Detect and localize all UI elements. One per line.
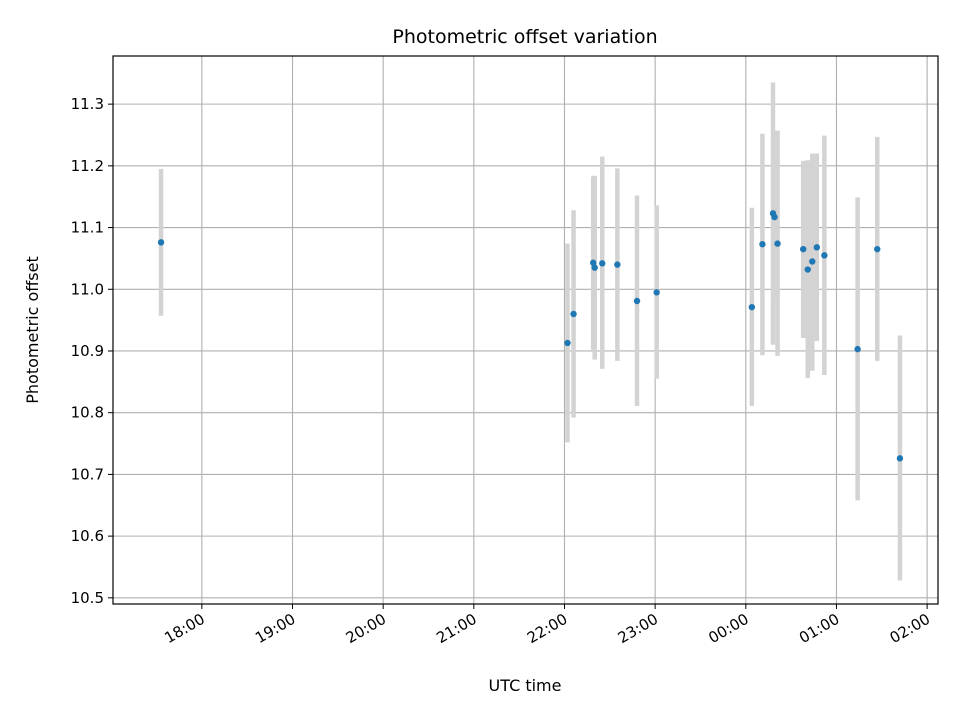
- y-tick-label: 10.9: [71, 342, 104, 360]
- y-tick-label: 10.8: [71, 404, 104, 422]
- y-tick-label: 10.6: [71, 527, 104, 545]
- data-point: [813, 244, 821, 251]
- data-point: [157, 239, 165, 246]
- data-point: [599, 260, 606, 267]
- data-points: [157, 210, 904, 462]
- data-point: [633, 297, 641, 305]
- y-ticks: 10.5 10.6 10.7 10.8 10.9 11.0 11.1 11.2 11.3: [71, 95, 113, 607]
- data-point: [821, 252, 828, 259]
- chart-title: Photometric offset variation: [392, 26, 657, 48]
- data-point: [774, 240, 781, 247]
- grid: [113, 56, 938, 604]
- y-tick-label: 11.2: [71, 157, 104, 175]
- data-point: [854, 345, 861, 353]
- y-tick-label: 10.5: [71, 589, 104, 607]
- y-axis-label: Photometric offset: [23, 256, 42, 404]
- data-point: [591, 264, 598, 271]
- y-tick-label: 11.1: [71, 219, 104, 237]
- data-point: [653, 289, 660, 296]
- axes-frame: [112, 55, 939, 605]
- data-point: [771, 213, 778, 221]
- data-point: [759, 241, 766, 248]
- y-tick-label: 10.7: [71, 465, 104, 483]
- data-point: [804, 266, 811, 273]
- x-axis-label: UTC time: [489, 676, 562, 695]
- data-point: [614, 261, 621, 268]
- data-point: [589, 259, 597, 266]
- y-tick-label: 11.3: [71, 95, 104, 113]
- data-point: [564, 339, 571, 347]
- data-point: [896, 455, 904, 462]
- data-point: [809, 258, 816, 265]
- y-tick-label: 11.0: [71, 280, 104, 298]
- data-point: [570, 310, 577, 318]
- data-point: [874, 245, 881, 253]
- data-point: [800, 245, 807, 253]
- data-point: [748, 303, 756, 311]
